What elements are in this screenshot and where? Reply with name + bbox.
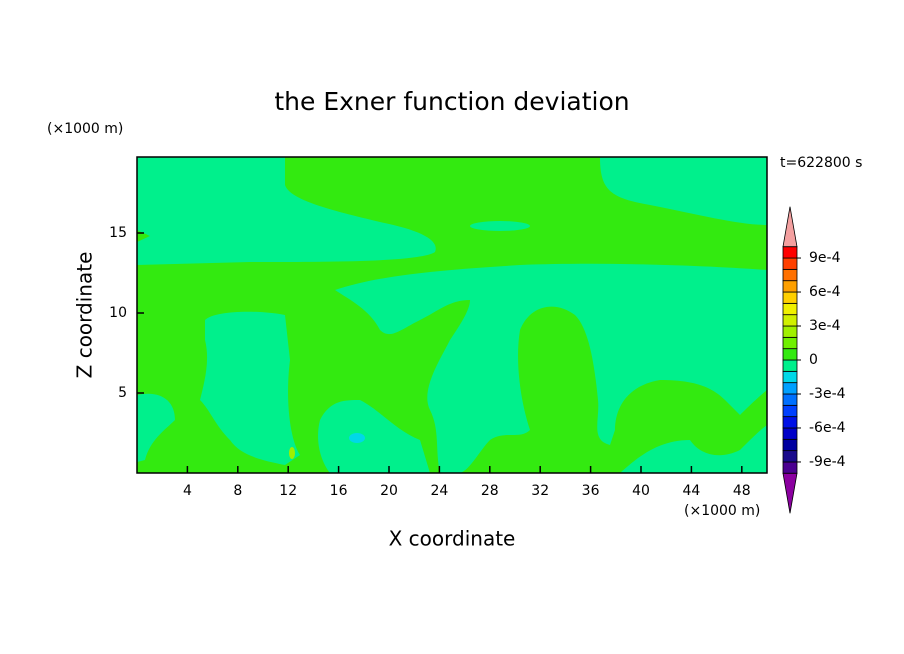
- y-tick-label: 5: [118, 385, 127, 401]
- x-tick-label: 8: [233, 483, 242, 499]
- colorbar-box: [782, 291, 798, 304]
- x-tick-label: 44: [682, 483, 700, 499]
- x-tick-label: 36: [582, 483, 600, 499]
- colorbar-box: [782, 336, 798, 350]
- colorbar-tick-label: 6e-4: [809, 284, 841, 300]
- colorbar-box: [782, 393, 798, 406]
- contour-region: [600, 157, 767, 225]
- x-tick-label: 40: [632, 483, 650, 499]
- contour-region: [137, 393, 175, 462]
- x-tick-label: 24: [430, 483, 448, 499]
- x-tick-label: 16: [330, 483, 348, 499]
- colorbar-box: [782, 302, 798, 316]
- contour-region: [620, 425, 767, 473]
- colorbar-box: [782, 438, 798, 452]
- chart-title: the Exner function deviation: [274, 87, 629, 116]
- colorbar-box: [782, 416, 798, 429]
- y-axis-label: Z coordinate: [73, 252, 97, 379]
- y-tick-label: 15: [109, 225, 127, 241]
- colorbar-box: [782, 370, 798, 384]
- contour-region: [137, 157, 436, 265]
- contour-region: [200, 311, 300, 465]
- x-tick-label: 20: [380, 483, 398, 499]
- colorbar-box: [782, 348, 798, 361]
- contour-region: [470, 221, 530, 231]
- colorbar-box: [782, 427, 798, 440]
- colorbar-tick-label: -9e-4: [809, 454, 846, 470]
- x-axis-label: X coordinate: [389, 527, 516, 551]
- y-tick-label: 10: [109, 305, 127, 321]
- colorbar-extend-bottom: [782, 472, 798, 514]
- time-label: t=622800 s: [780, 155, 862, 171]
- colorbar-tick-label: 3e-4: [809, 318, 841, 334]
- colorbar-box: [782, 325, 798, 338]
- colorbar-tick-label: -6e-4: [809, 420, 846, 436]
- contour-region: [349, 433, 365, 443]
- x-tick-label: 28: [481, 483, 499, 499]
- x-tick-label: 4: [183, 483, 192, 499]
- colorbar-box: [782, 359, 798, 372]
- colorbar-box: [782, 382, 798, 395]
- x-unit: (×1000 m): [684, 503, 760, 519]
- colorbar-tick-label: -3e-4: [809, 386, 846, 402]
- x-tick-label: 12: [279, 483, 297, 499]
- plot-frame: [136, 156, 768, 474]
- colorbar-box: [782, 461, 798, 474]
- contour-field: [137, 157, 767, 473]
- colorbar-extend-top: [782, 206, 798, 248]
- colorbar-box: [782, 450, 798, 463]
- contour-region: [289, 447, 295, 459]
- colorbar-tick-label: 9e-4: [809, 250, 841, 266]
- colorbar-box: [782, 404, 798, 418]
- colorbar-tick-label: 0: [809, 352, 818, 368]
- contour-region: [335, 263, 767, 473]
- x-tick-label: 48: [733, 483, 751, 499]
- x-tick-label: 32: [531, 483, 549, 499]
- colorbar-box: [782, 280, 798, 293]
- colorbar-box: [782, 246, 798, 259]
- colorbar-box: [782, 314, 798, 327]
- contour-region: [318, 400, 430, 473]
- colorbar-box: [782, 268, 798, 282]
- y-unit: (×1000 m): [47, 121, 123, 137]
- colorbar-box: [782, 257, 798, 270]
